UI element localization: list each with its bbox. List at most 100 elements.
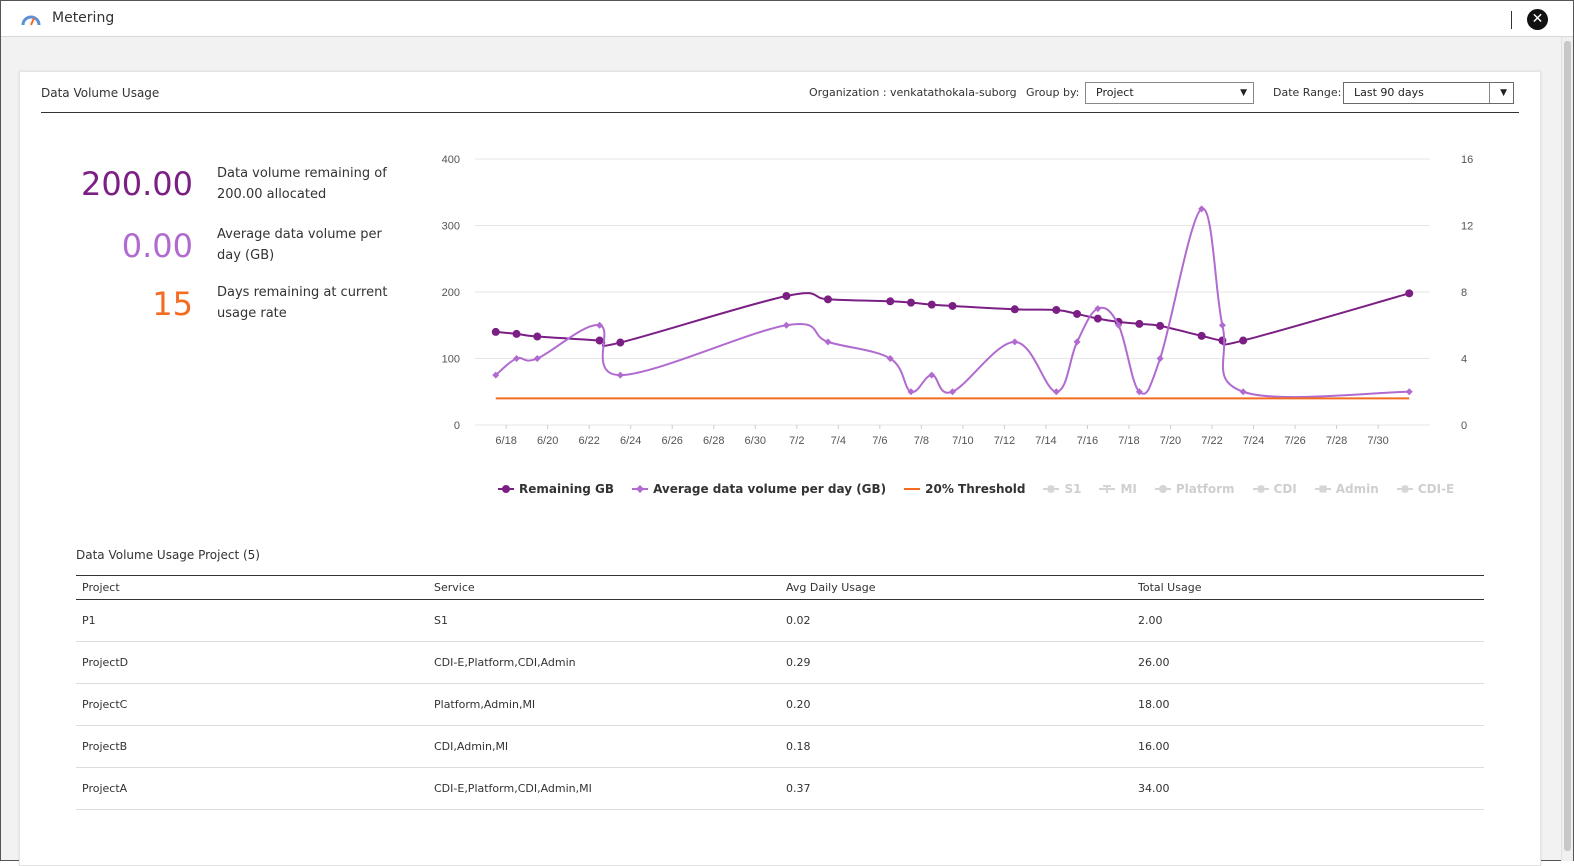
average-volume-point (1239, 388, 1247, 396)
remaining-gb-point (1405, 289, 1414, 298)
average-volume-point (1405, 388, 1413, 396)
remaining-gb-point (906, 298, 915, 307)
x-tick-label: 7/26 (1284, 435, 1305, 447)
x-tick-label: 6/22 (578, 435, 599, 447)
legend-marker-icon (1154, 485, 1171, 493)
x-tick-label: 7/10 (952, 435, 973, 447)
cell-service: Platform,Admin,MI (428, 683, 780, 726)
average-volume-point (1198, 205, 1206, 213)
x-tick-label: 7/30 (1367, 435, 1388, 447)
window-title: Metering (52, 10, 115, 26)
average-volume-label: Average data volume per day (GB) (217, 227, 382, 263)
column-header-service[interactable]: Service (428, 575, 780, 600)
remaining-gb-point (1093, 314, 1102, 323)
remaining-gb-point (886, 297, 895, 306)
remaining-volume-value: 200.00 (81, 165, 193, 203)
cell-project: ProjectC (76, 683, 428, 726)
column-header-total-usage[interactable]: Total Usage (1132, 575, 1484, 600)
date-range-select[interactable]: Last 90 days ▼ (1343, 82, 1514, 104)
average-volume-point (928, 371, 936, 379)
remaining-gb-point (512, 329, 521, 338)
x-tick-label: 7/8 (914, 435, 929, 447)
cell-project: ProjectA (76, 767, 428, 810)
x-tick-label: 7/12 (994, 435, 1015, 447)
legend-label: MI (1120, 482, 1137, 496)
legend-item[interactable]: S1 (1043, 482, 1081, 496)
column-header-project[interactable]: Project (76, 575, 428, 600)
cell-total-usage: 2.00 (1132, 599, 1484, 642)
remaining-gb-point (1073, 309, 1082, 318)
table-row[interactable]: ProjectB CDI,Admin,MI 0.18 16.00 (76, 725, 1484, 768)
average-volume-point (886, 355, 894, 362)
header-divider (41, 112, 1519, 113)
remaining-gb-point (616, 338, 625, 347)
average-volume-point (513, 355, 521, 362)
table-row[interactable]: ProjectD CDI-E,Platform,CDI,Admin 0.29 2… (76, 641, 1484, 684)
cell-avg-daily-usage: 0.37 (780, 767, 1132, 810)
remaining-gb-point (782, 291, 791, 300)
y-left-tick-label: 200 (442, 287, 460, 299)
group-by-value: Project (1096, 86, 1134, 99)
chevron-down-icon: ▼ (1240, 88, 1247, 98)
x-tick-label: 7/14 (1035, 435, 1056, 447)
average-volume-point (533, 355, 541, 362)
remaining-gb-point (823, 295, 832, 304)
remaining-gb-point (533, 332, 542, 341)
legend-label: Remaining GB (519, 482, 615, 496)
days-remaining-value: 15 (152, 285, 193, 323)
cell-project: P1 (76, 599, 428, 642)
y-left-tick-label: 100 (442, 354, 460, 366)
table-title: Data Volume Usage Project (5) (76, 548, 260, 562)
legend-label: CDI-E (1417, 482, 1455, 496)
legend-item[interactable]: Average data volume per day (GB) (632, 482, 886, 496)
legend-item[interactable]: MI (1099, 482, 1137, 496)
cell-service: CDI-E,Platform,CDI,Admin,MI (428, 767, 780, 810)
date-range-label: Date Range: (1273, 86, 1342, 99)
legend-item[interactable]: 20% Threshold (904, 482, 1025, 496)
average-volume-point (1135, 388, 1143, 396)
legend-item[interactable]: CDI-E (1396, 482, 1455, 496)
average-volume-point (1218, 321, 1226, 329)
legend-marker-icon (1252, 485, 1269, 493)
cell-total-usage: 34.00 (1132, 767, 1484, 810)
column-header-avg-daily-usage[interactable]: Avg Daily Usage (780, 575, 1132, 600)
y-left-tick-label: 400 (442, 154, 460, 166)
close-button[interactable]: ✕ (1527, 9, 1548, 30)
table-row[interactable]: ProjectC Platform,Admin,MI 0.20 18.00 (76, 683, 1484, 726)
x-tick-label: 7/24 (1243, 435, 1264, 447)
legend-marker-icon (1043, 485, 1060, 493)
remaining-gb-point (948, 301, 957, 310)
legend-item[interactable]: Platform (1154, 482, 1235, 496)
average-volume-point (616, 371, 624, 379)
remaining-gb-point (1239, 336, 1248, 345)
card-title: Data Volume Usage (41, 86, 160, 100)
table-row[interactable]: P1 S1 0.02 2.00 (76, 599, 1484, 642)
average-volume-point (1011, 338, 1019, 346)
remaining-gb-point (1052, 305, 1061, 314)
x-tick-label: 7/20 (1160, 435, 1181, 447)
days-remaining-label: Days remaining at current usage rate (217, 285, 388, 321)
scrollbar-thumb[interactable] (1564, 41, 1571, 851)
title-bar: Metering ✕ (1, 1, 1573, 37)
legend-item[interactable]: CDI (1252, 482, 1297, 496)
group-by-select[interactable]: Project ▼ (1085, 82, 1254, 104)
data-volume-card: Data Volume Usage Organization : venkata… (19, 71, 1541, 866)
cell-total-usage: 26.00 (1132, 641, 1484, 684)
usage-line-chart: 0 100 200 300 400 0 4 8 12 16 6/18 6/20 6/22 6/24 6/26… (442, 154, 1474, 447)
legend-item[interactable]: Remaining GB (498, 482, 614, 496)
x-tick-label: 7/4 (831, 435, 846, 447)
average-volume-point (907, 388, 915, 396)
cell-avg-daily-usage: 0.20 (780, 683, 1132, 726)
table-row[interactable]: ProjectA CDI-E,Platform,CDI,Admin,MI 0.3… (76, 767, 1484, 810)
cell-avg-daily-usage: 0.02 (780, 599, 1132, 642)
y-left-tick-label: 0 (454, 420, 460, 432)
legend-item[interactable]: Admin (1314, 482, 1379, 496)
cell-service: S1 (428, 599, 780, 642)
vertical-scrollbar[interactable] (1561, 37, 1573, 861)
legend-label: Platform (1175, 482, 1235, 496)
legend-label: Admin (1335, 482, 1379, 496)
remaining-gb-point (595, 336, 604, 345)
remaining-gb-point (1135, 319, 1144, 328)
y-right-tick-label: 0 (1461, 420, 1467, 432)
cell-total-usage: 16.00 (1132, 725, 1484, 768)
